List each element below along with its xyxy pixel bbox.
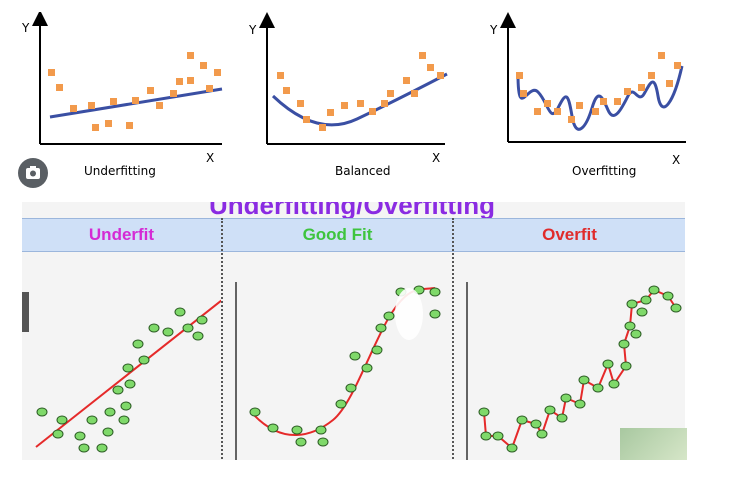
fit-curve: [516, 65, 684, 131]
side-marker: [22, 292, 29, 332]
data-points: [36, 307, 208, 453]
data-points: [48, 52, 221, 131]
x-axis-letter: X: [672, 153, 680, 167]
x-axis-letter: X: [432, 151, 440, 165]
y-axis-letter: Y: [489, 23, 498, 37]
panel-caption: Balanced: [335, 164, 390, 178]
underfit-plot: [35, 299, 221, 453]
balanced-plot: Y X Balanced: [248, 12, 448, 178]
x-axis-letter: X: [206, 151, 214, 165]
column-header-good-fit: Good Fit: [302, 225, 373, 244]
corner-image: [620, 428, 687, 460]
panel-caption: Overfitting: [572, 164, 636, 178]
data-points: [516, 52, 681, 123]
column-divider: [452, 218, 454, 460]
fit-curve: [483, 288, 677, 450]
underfitting-plot: Y X Underfitting: [22, 12, 223, 178]
overfit-plot: [466, 282, 682, 460]
diagram-title: Underfitting/Overfitting: [209, 202, 495, 220]
panel-caption: Underfitting: [84, 164, 156, 178]
data-points: [478, 285, 682, 453]
y-axis-letter: Y: [22, 21, 30, 35]
fit-line: [35, 299, 221, 448]
column-header-row: Underfit Good Fit Overfit: [22, 218, 685, 252]
column-divider: [221, 218, 223, 460]
fit-comparison-diagram: Underfitting/Overfitting Underfit Good F…: [22, 202, 685, 460]
data-points: [249, 285, 441, 447]
good-fit-plot: [235, 282, 441, 460]
camera-icon[interactable]: [18, 158, 48, 188]
fit-curve: [271, 72, 448, 127]
column-header-overfit: Overfit: [542, 225, 597, 244]
overfitting-plot: Y X Overfitting: [489, 12, 686, 178]
data-points: [277, 52, 444, 131]
smudge: [395, 288, 423, 340]
column-header-underfit: Underfit: [88, 225, 155, 244]
y-axis-letter: Y: [248, 23, 257, 37]
